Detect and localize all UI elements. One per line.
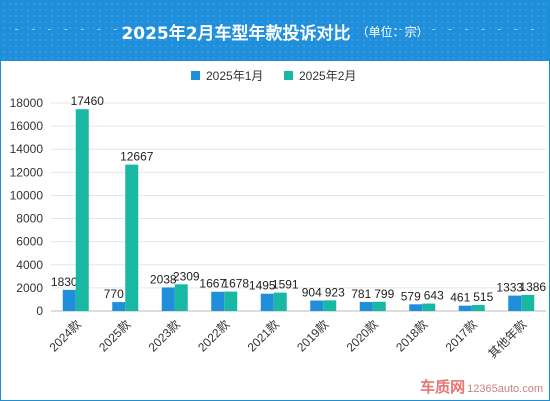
bar	[224, 291, 238, 311]
bar	[260, 293, 274, 311]
y-tick-label: 0	[36, 304, 43, 318]
data-label: 579	[401, 289, 421, 303]
x-tick-label: 2021款	[245, 317, 282, 354]
bar	[508, 295, 522, 311]
y-tick-label: 14000	[10, 142, 44, 156]
bar	[125, 164, 139, 311]
y-tick-label: 8000	[16, 212, 43, 226]
legend-swatch	[284, 71, 293, 80]
data-label: 923	[325, 285, 345, 299]
x-tick-label: 2017款	[443, 317, 480, 354]
data-label: 781	[351, 287, 371, 301]
x-tick-label: 2020款	[344, 317, 381, 354]
data-label: 1667	[199, 277, 226, 291]
title-bar: - - - - - - - - - 2025年2月车型年款投诉对比 （单位：宗）…	[1, 1, 549, 61]
data-label: 461	[450, 291, 470, 305]
bar	[323, 300, 337, 311]
page-title: 2025年2月车型年款投诉对比	[121, 23, 351, 44]
bar	[458, 305, 472, 311]
data-label: 1386	[519, 280, 546, 294]
data-label: 1830	[51, 275, 78, 289]
x-tick-label: 2024款	[47, 317, 84, 354]
bar	[211, 291, 225, 311]
y-tick-label: 12000	[10, 165, 44, 179]
bar	[409, 304, 423, 311]
bar	[521, 294, 535, 311]
data-label: 1495	[249, 279, 276, 293]
unit-label: （单位：宗）	[356, 24, 429, 39]
bar	[471, 305, 485, 311]
y-tick-label: 16000	[10, 119, 44, 133]
title-decoration-right: - - - - - - - - -	[397, 22, 537, 36]
bar	[112, 302, 126, 311]
bar	[422, 303, 436, 311]
y-tick-label: 6000	[16, 235, 43, 249]
watermark: 车质网 12365auto.com	[420, 376, 543, 397]
y-tick-label: 10000	[10, 188, 44, 202]
legend-label: 2025年1月	[206, 69, 263, 83]
data-label: 1333	[496, 281, 523, 295]
data-label: 770	[104, 287, 124, 301]
data-label: 515	[473, 290, 493, 304]
x-tick-label: 2022款	[195, 317, 232, 354]
title-decoration-left: - - - - - - - - -	[13, 22, 153, 36]
data-label: 2038	[150, 272, 177, 286]
data-label: 799	[374, 287, 394, 301]
data-label: 1591	[272, 278, 299, 292]
x-tick-label: 2023款	[146, 317, 183, 354]
y-tick-label: 2000	[16, 281, 43, 295]
y-tick-label: 18000	[10, 96, 44, 110]
bar	[359, 301, 373, 311]
data-label: 17460	[71, 94, 105, 108]
data-label: 643	[424, 289, 444, 303]
data-label: 904	[302, 286, 322, 300]
bar	[62, 289, 76, 311]
watermark-logo: 车质网	[420, 378, 466, 396]
x-tick-label: 其他年款	[486, 317, 530, 361]
bar	[273, 292, 287, 311]
x-tick-label: 2025款	[96, 317, 133, 354]
watermark-url: 12365auto.com	[467, 383, 543, 395]
bar	[310, 300, 324, 311]
bar	[372, 301, 386, 311]
data-label: 2309	[173, 269, 200, 283]
x-tick-label: 2019款	[294, 317, 331, 354]
bar	[161, 287, 175, 311]
bar	[174, 284, 188, 311]
x-tick-label: 2018款	[393, 317, 430, 354]
data-label: 12667	[120, 150, 154, 164]
legend-label: 2025年2月	[299, 69, 356, 83]
legend-swatch	[191, 71, 200, 80]
y-tick-label: 4000	[16, 258, 43, 272]
bar	[75, 109, 89, 312]
data-label: 1678	[222, 277, 249, 291]
